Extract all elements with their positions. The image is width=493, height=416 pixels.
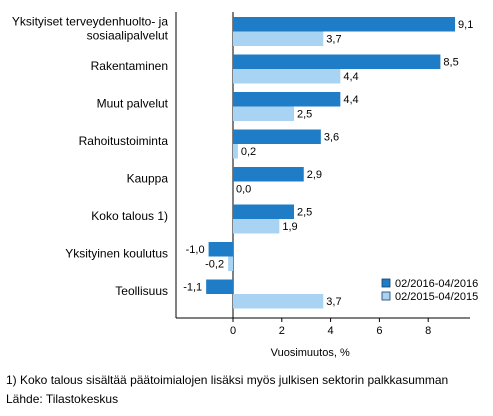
data-label: 2,5 bbox=[297, 109, 312, 121]
category-label: Muut palvelut bbox=[97, 97, 169, 111]
bar-2016 bbox=[206, 279, 233, 294]
category-label: Kauppa bbox=[127, 172, 169, 186]
data-label: 9,1 bbox=[458, 19, 473, 31]
category-label: Yksityinen koulutus bbox=[65, 247, 168, 261]
data-label: 4,4 bbox=[343, 71, 358, 83]
bar-2015 bbox=[233, 106, 294, 121]
x-tick-label: 8 bbox=[425, 325, 431, 337]
source-note: Lähde: Tilastokeskus bbox=[6, 392, 119, 406]
legend-swatch bbox=[381, 278, 391, 288]
legend-label: 02/2016-04/2016 bbox=[395, 278, 478, 290]
category-label: Rahoitustoiminta bbox=[79, 134, 169, 148]
footnote: 1) Koko talous sisältää päätoimialojen l… bbox=[6, 373, 449, 387]
category-label: Teollisuus bbox=[115, 284, 168, 298]
category-label: Koko talous 1) bbox=[91, 209, 168, 223]
data-label: -1,0 bbox=[186, 244, 205, 256]
data-label: 8,5 bbox=[443, 57, 458, 69]
legend-swatch bbox=[381, 291, 391, 301]
category-label: Rakentaminen bbox=[91, 59, 168, 73]
bar-2016 bbox=[233, 129, 321, 144]
data-label: 1,9 bbox=[282, 221, 297, 233]
category-label: Yksityiset terveydenhuolto- ja bbox=[12, 15, 168, 29]
x-tick-label: 0 bbox=[230, 325, 236, 337]
data-label: 4,4 bbox=[343, 94, 358, 106]
category-label: sosiaalipalvelut bbox=[87, 29, 169, 43]
bar-chart: 0 2 4 6 8 Vuosimuutos, % Yksityiset terveydenh… bbox=[12, 12, 478, 359]
data-label: 0,2 bbox=[241, 146, 256, 158]
bar-2016 bbox=[233, 204, 294, 219]
data-label: 3,6 bbox=[324, 132, 339, 144]
data-label: 3,7 bbox=[326, 296, 341, 308]
bar-2016 bbox=[233, 54, 441, 69]
data-label: 0,0 bbox=[236, 184, 251, 196]
legend-label: 02/2015-04/2015 bbox=[395, 291, 478, 303]
bar-2015 bbox=[233, 31, 324, 46]
x-tick-label: 6 bbox=[376, 325, 382, 337]
bar-2015 bbox=[233, 294, 324, 309]
bar-2016 bbox=[233, 167, 304, 182]
x-axis-title: Vuosimuutos, % bbox=[271, 347, 350, 359]
bar-2015 bbox=[233, 144, 238, 159]
data-label: 2,9 bbox=[307, 169, 322, 181]
data-label: -1,1 bbox=[183, 282, 202, 294]
x-tick-label: 4 bbox=[328, 325, 334, 337]
data-label: -0,2 bbox=[205, 259, 224, 271]
bar-2015 bbox=[233, 69, 341, 84]
data-label: 2,5 bbox=[297, 207, 312, 219]
bar-2016 bbox=[208, 242, 233, 257]
x-tick-label: 2 bbox=[279, 325, 285, 337]
data-label: 3,7 bbox=[326, 34, 341, 46]
bar-2015 bbox=[233, 219, 280, 234]
bar-2015 bbox=[228, 256, 233, 271]
bar-2016 bbox=[233, 17, 456, 32]
bar-2016 bbox=[233, 92, 341, 107]
